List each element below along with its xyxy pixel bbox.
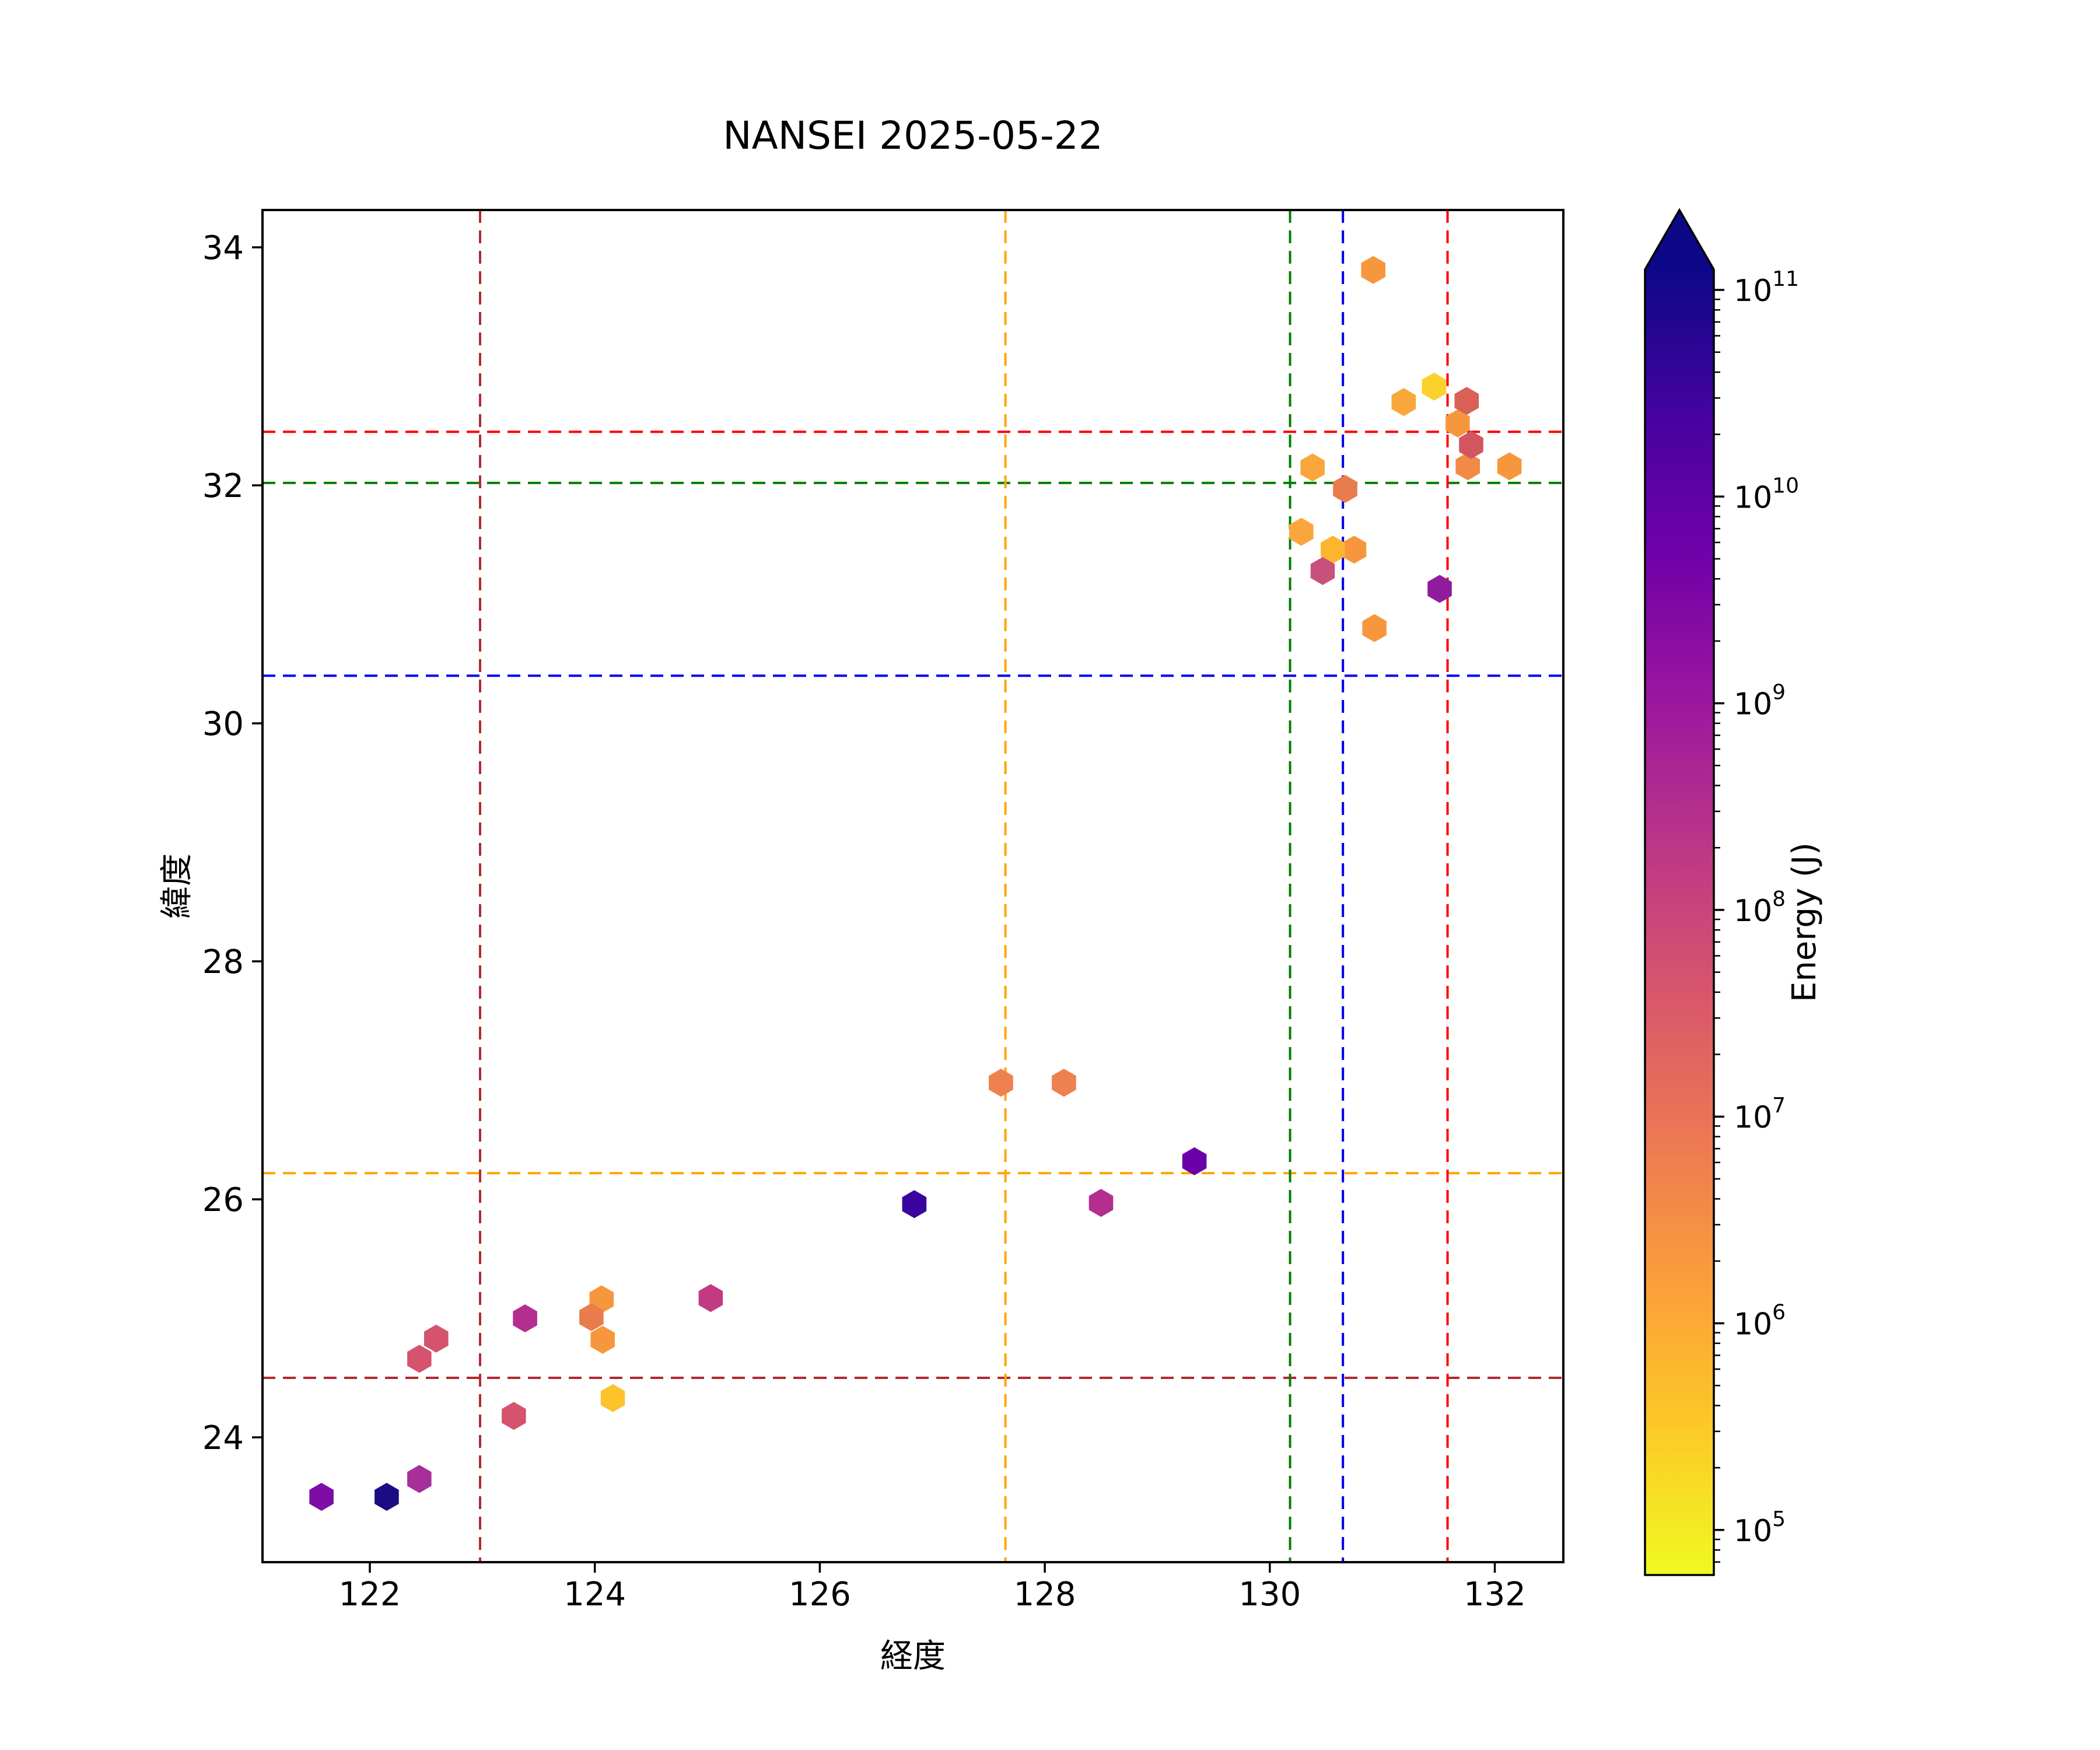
data-point-hexagon [698,1284,723,1312]
data-point-hexagon [1446,409,1470,438]
x-tick-label: 132 [1464,1576,1526,1614]
y-tick-label: 26 [202,1181,244,1219]
data-point-hexagon [1455,452,1480,481]
colorbar-tick-label: 105 [1734,1507,1786,1549]
y-tick-label: 24 [202,1419,244,1457]
plot-border [261,209,1564,1563]
y-tick-label: 34 [202,229,244,267]
colorbar-tick-label: 1010 [1734,474,1799,515]
data-point-hexagon [1310,556,1335,585]
y-axis-label: 緯度 [158,853,196,919]
data-point-hexagon [407,1465,432,1493]
colorbar-gradient [1645,270,1714,1575]
data-point-hexagon [1454,387,1479,415]
x-axis-label: 経度 [880,1637,946,1675]
colorbar-label: Energy (J) [1786,842,1824,1002]
data-point-hexagon [600,1384,625,1412]
data-point-hexagon [1052,1069,1076,1097]
data-point-hexagon [1362,614,1387,642]
colorbar-tick-label: 109 [1734,681,1786,722]
data-point-hexagon [502,1402,526,1430]
colorbar-tick-label: 1011 [1734,267,1799,309]
colorbar-extend-arrow [1645,210,1714,270]
data-point-hexagon [590,1325,615,1354]
x-tick-label: 124 [564,1576,626,1614]
x-tick-label: 126 [789,1576,851,1614]
data-point-hexagon [424,1324,449,1353]
x-tick-label: 128 [1014,1576,1076,1614]
data-point-hexagon [1321,536,1345,564]
data-point-hexagon [902,1190,927,1219]
colorbar-tick-label: 108 [1734,887,1786,929]
data-point-hexagon [374,1483,399,1511]
data-point-hexagon [1289,517,1314,546]
y-tick-label: 28 [202,943,244,981]
colorbar-outline [1644,208,1715,1576]
data-point-hexagon [1342,536,1367,564]
y-tick-label: 32 [202,467,244,505]
colorbar-tick-label: 106 [1734,1301,1786,1342]
data-point-hexagon [1088,1189,1114,1217]
data-point-hexagon [989,1069,1013,1097]
x-tick-label: 122 [339,1576,401,1614]
data-point-hexagon [1422,372,1447,401]
x-tick-label: 130 [1238,1576,1301,1614]
data-point-hexagon [1300,453,1325,482]
data-point-hexagon [1333,475,1357,503]
data-point-hexagon [407,1345,432,1373]
data-point-hexagon [1391,388,1416,416]
chart-title: NANSEI 2025-05-22 [723,113,1103,158]
data-point-hexagon [309,1483,334,1511]
data-point-hexagon [1182,1147,1207,1175]
data-point-hexagon [579,1303,604,1331]
data-point-hexagon [1497,452,1522,481]
data-point-hexagon [1361,256,1385,284]
y-tick-label: 30 [202,705,244,743]
data-point-hexagon [1427,575,1452,603]
data-point-hexagon [1459,430,1483,459]
data-point-hexagon [513,1304,537,1332]
colorbar-tick-label: 107 [1734,1094,1786,1135]
